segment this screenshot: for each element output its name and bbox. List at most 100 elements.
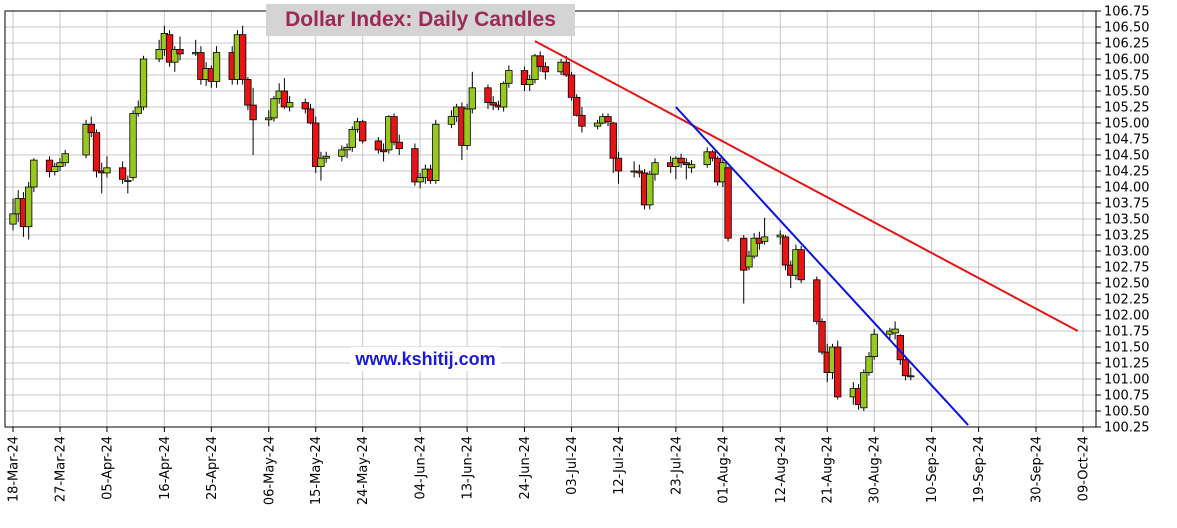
- candle: [61, 149, 69, 167]
- y-tick-label: 103.75: [1104, 197, 1150, 212]
- y-tick-label: 106.25: [1104, 37, 1150, 52]
- x-tick-label: 24-May-24: [356, 436, 371, 505]
- candle-body: [682, 162, 690, 165]
- candle-body: [124, 180, 132, 183]
- candle: [317, 151, 325, 181]
- candle: [901, 358, 910, 381]
- y-tick-label: 103.00: [1104, 245, 1150, 260]
- candle: [536, 51, 544, 72]
- candle-body: [239, 34, 247, 80]
- y-tick-label: 105.50: [1104, 85, 1150, 100]
- candle: [505, 65, 513, 88]
- candle: [604, 113, 612, 127]
- candle-body: [531, 55, 539, 80]
- y-tick-label: 104.50: [1104, 149, 1150, 164]
- candle-body: [197, 52, 205, 80]
- candle-body: [646, 173, 654, 206]
- candle-body: [390, 116, 398, 143]
- x-tick-label: 25-Apr-24: [205, 436, 220, 500]
- candle-body: [740, 237, 748, 271]
- candle: [103, 156, 111, 178]
- y-tick-label: 100.50: [1104, 405, 1150, 420]
- candle-body: [797, 249, 805, 281]
- candle-body: [301, 102, 309, 110]
- candle: [265, 110, 273, 127]
- candle-body: [468, 87, 476, 110]
- x-tick-label: 16-Apr-24: [158, 436, 173, 500]
- candle-body: [593, 122, 602, 127]
- candle-body: [432, 123, 440, 181]
- candle: [860, 369, 868, 411]
- candle-body: [322, 155, 330, 159]
- candle-body: [520, 70, 529, 85]
- candle: [541, 62, 550, 80]
- trendlines: [534, 40, 1079, 426]
- candle: [118, 161, 127, 184]
- x-axis: 18-Mar-24 27-Mar-24 05-Apr-24 16-Apr-24 25-A…: [7, 427, 1092, 505]
- candle-body: [677, 157, 685, 164]
- candle-body: [395, 141, 403, 149]
- candle: [468, 71, 476, 114]
- y-tick-label: 105.75: [1104, 69, 1150, 84]
- candle-body: [635, 170, 643, 174]
- candle-body: [25, 186, 33, 228]
- candle-body: [776, 234, 784, 238]
- candle: [578, 107, 586, 133]
- candle: [708, 149, 717, 162]
- candle-body: [280, 90, 289, 108]
- y-tick-label: 102.50: [1104, 277, 1150, 292]
- y-tick-label: 105.00: [1104, 117, 1150, 132]
- x-tick-label: 05-Apr-24: [100, 436, 115, 500]
- candle: [635, 164, 643, 178]
- candle: [124, 175, 132, 194]
- x-tick-label: 12-Aug-24: [774, 436, 789, 504]
- x-tick-label: 30-Sep-24: [1030, 436, 1045, 503]
- candle: [56, 158, 64, 171]
- candle: [348, 126, 356, 152]
- candle: [891, 321, 899, 340]
- x-tick-label: 15-May-24: [309, 436, 324, 505]
- candle-body: [708, 151, 717, 159]
- y-tick-label: 100.25: [1104, 421, 1150, 436]
- x-tick-label: 30-Aug-24: [868, 436, 883, 504]
- candle-body: [312, 122, 320, 167]
- candle-body: [317, 157, 325, 167]
- candle-body: [505, 70, 513, 84]
- candle: [9, 198, 17, 231]
- y-tick-label: 103.50: [1104, 213, 1150, 228]
- candle: [907, 367, 915, 381]
- x-tick-label: 09-Oct-24: [1077, 436, 1092, 501]
- candle-body: [359, 121, 367, 142]
- candle-body: [118, 167, 127, 180]
- candle: [447, 110, 456, 129]
- candle-body: [374, 140, 383, 151]
- candle-body: [614, 157, 623, 172]
- x-tick-label: 21-Aug-24: [821, 436, 836, 504]
- candle-body: [536, 55, 544, 68]
- candle: [338, 145, 346, 162]
- y-tick-label: 101.50: [1104, 341, 1150, 356]
- candle-body: [92, 132, 101, 172]
- y-tick-label: 106.50: [1104, 21, 1150, 36]
- candle: [134, 100, 142, 117]
- x-tick-label: 06-May-24: [262, 436, 277, 505]
- candle-body: [343, 146, 351, 151]
- candle-body: [82, 123, 90, 156]
- candle: [343, 143, 351, 159]
- x-tick-label: 01-Aug-24: [716, 436, 731, 504]
- x-tick-label: 24-Jun-24: [518, 436, 533, 500]
- candles: [9, 25, 915, 411]
- candle-body: [818, 320, 826, 353]
- y-tick-label: 102.25: [1104, 293, 1150, 308]
- candle: [724, 166, 732, 242]
- y-tick-label: 101.25: [1104, 357, 1150, 372]
- candle-body: [865, 356, 873, 374]
- x-tick-label: 10-Sep-24: [925, 436, 940, 503]
- candle: [244, 76, 252, 111]
- candle-body: [578, 114, 586, 127]
- candle: [285, 96, 294, 112]
- candle-body: [745, 255, 753, 268]
- candle: [155, 39, 163, 63]
- candle-body: [51, 166, 59, 173]
